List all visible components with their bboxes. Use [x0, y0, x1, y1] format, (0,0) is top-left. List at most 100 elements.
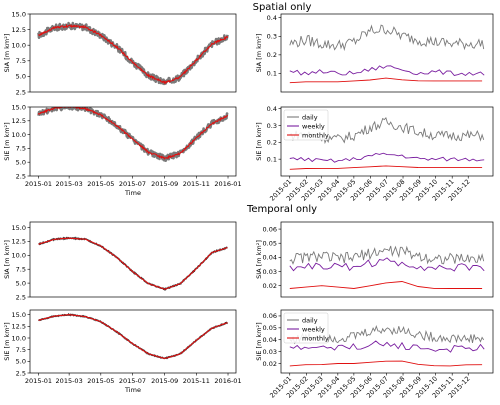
- y-tick-label: 0.3: [267, 33, 277, 41]
- legend-label-weekly: weekly: [302, 122, 325, 130]
- y-tick-label: 0.03: [263, 268, 277, 276]
- y-axis-label: SIA [m km²]: [255, 34, 263, 73]
- plot-area: [37, 21, 229, 86]
- x-tick-label: 2015-09: [151, 180, 178, 188]
- x-axis-label: Time: [124, 386, 141, 394]
- plot-area: [38, 236, 228, 291]
- y-tick-label: 5.0: [16, 159, 26, 167]
- y-tick-label: 0.06: [263, 225, 277, 233]
- y-tick-label: 0.4: [267, 14, 277, 22]
- y-tick-label: 12.5: [12, 238, 26, 246]
- plot-area: [37, 312, 229, 360]
- x-tick-label: 2016-01: [214, 377, 241, 385]
- y-tick-label: 0.1: [267, 155, 277, 163]
- x-tick-label: 2015-05: [87, 377, 114, 385]
- legend-label-monthly: monthly: [302, 131, 329, 139]
- y-tick-label: 2.5: [16, 88, 26, 96]
- y-axis-label: SIE [m km²]: [255, 322, 263, 360]
- panel-2: 2.5 5.0 7.5 10.0 12.5 15.0 SIE [m km²] 2015-01 2…: [3, 103, 242, 197]
- y-tick-label: 5.0: [16, 73, 26, 81]
- y-tick-label: 0.2: [267, 139, 277, 147]
- y-tick-label: 5.0: [16, 279, 26, 287]
- y-axis-label: SIE [m km²]: [255, 122, 263, 160]
- series-monthly: [289, 281, 483, 289]
- x-tick-label: 2015-11: [183, 377, 210, 385]
- plot-area: [289, 24, 485, 84]
- x-tick-label: 2015-01: [25, 180, 52, 188]
- series-monthly: [289, 165, 483, 170]
- x-tick-label: 2015-11: [183, 180, 210, 188]
- legend-label-weekly: weekly: [302, 325, 325, 333]
- legend-label-daily: daily: [302, 316, 318, 324]
- y-tick-label: 7.5: [16, 145, 26, 153]
- y-tick-label: 0.04: [263, 254, 277, 262]
- y-axis-label: SIA [m km²]: [3, 34, 11, 73]
- x-tick-label: 2015-01: [25, 377, 52, 385]
- axes-frame: [280, 221, 494, 298]
- y-tick-label: 12.5: [12, 26, 26, 34]
- y-tick-label: 12.5: [12, 323, 26, 331]
- plot-area: [37, 107, 229, 162]
- y-tick-label: 7.5: [16, 346, 26, 354]
- axes-frame: [29, 309, 237, 374]
- y-tick-label: 0.4: [267, 105, 277, 113]
- y-tick-label: 5.0: [16, 358, 26, 366]
- y-tick-label: 10.0: [12, 252, 26, 260]
- plot-area: [289, 245, 485, 289]
- axes-frame: [29, 106, 237, 177]
- y-tick-label: 0.02: [263, 360, 277, 368]
- ensemble-spread: [38, 236, 228, 291]
- series-monthly: [289, 360, 483, 367]
- axes-frame: [29, 221, 237, 298]
- mean-line: [38, 237, 228, 291]
- y-axis-label: SIA [m km²]: [3, 240, 11, 279]
- y-tick-label: 10.0: [12, 131, 26, 139]
- series-monthly: [289, 77, 483, 84]
- y-tick-label: 10.0: [12, 334, 26, 342]
- y-axis-label: SIE [m km²]: [3, 322, 11, 360]
- x-axis-label: Time: [124, 189, 141, 197]
- y-axis-label: SIA [m km²]: [255, 240, 263, 279]
- y-tick-label: 0.2: [267, 51, 277, 59]
- y-tick-label: 2.5: [16, 293, 26, 301]
- axes-frame: [29, 13, 237, 93]
- y-tick-label: 15.0: [12, 311, 26, 319]
- y-tick-label: 15.0: [12, 224, 26, 232]
- y-tick-label: 2.5: [16, 172, 26, 180]
- y-tick-label: 12.5: [12, 117, 26, 125]
- ensemble-spread: [37, 312, 229, 360]
- y-tick-label: 0.05: [263, 240, 277, 248]
- axes-frame: [280, 309, 494, 374]
- series-daily: [289, 24, 485, 52]
- mean-line: [37, 107, 228, 160]
- y-tick-label: 0.04: [263, 336, 277, 344]
- y-tick-label: 0.06: [263, 312, 277, 320]
- section-title-temporal: Temporal only: [246, 204, 317, 215]
- ensemble-spread: [37, 21, 229, 86]
- x-tick-label: 2015-07: [119, 377, 146, 385]
- y-tick-label: 0.03: [263, 348, 277, 356]
- series-weekly: [289, 340, 485, 353]
- panel-3: 0.1 0.2 0.3 0.4 SIA [m km²]: [255, 13, 494, 93]
- y-tick-label: 10.0: [12, 42, 26, 50]
- y-tick-label: 0.02: [263, 282, 277, 290]
- x-tick-label: 2015-03: [56, 377, 83, 385]
- legend-label-monthly: monthly: [302, 334, 329, 342]
- axes-frame: [280, 106, 494, 177]
- y-tick-label: 7.5: [16, 266, 26, 274]
- y-tick-label: 2.5: [16, 369, 26, 377]
- y-tick-label: 0.05: [263, 324, 277, 332]
- mean-line: [38, 314, 228, 359]
- series-daily: [289, 245, 485, 265]
- y-tick-label: 15.0: [12, 103, 26, 111]
- mean-line: [38, 23, 229, 85]
- axes-frame: [280, 13, 494, 93]
- legend-label-daily: daily: [302, 113, 318, 121]
